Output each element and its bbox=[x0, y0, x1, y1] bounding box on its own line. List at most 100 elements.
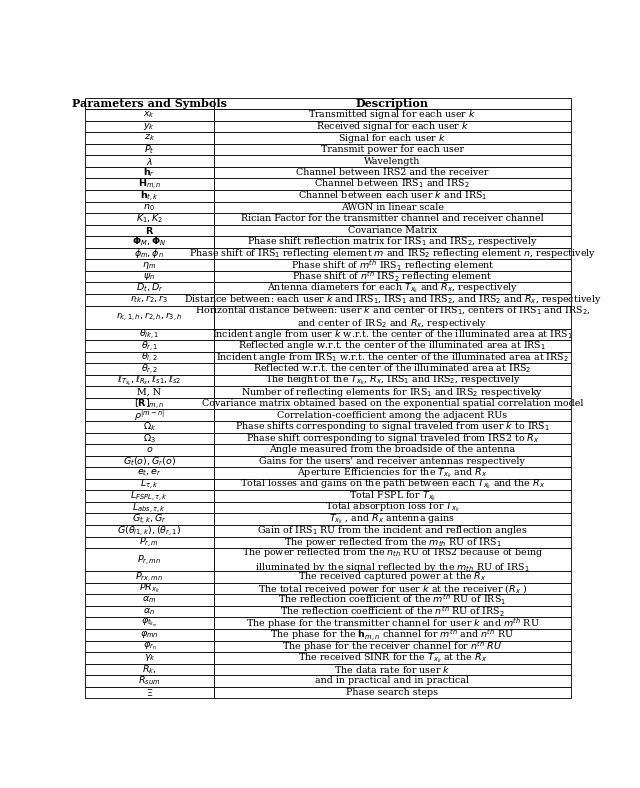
Bar bbox=[214, 340, 571, 351]
Bar bbox=[85, 479, 214, 490]
Bar bbox=[85, 386, 214, 398]
Bar bbox=[85, 306, 214, 329]
Bar bbox=[85, 178, 214, 190]
Text: $\varphi_{t_{k_m}}$: $\varphi_{t_{k_m}}$ bbox=[141, 617, 157, 630]
Text: Channel between IRS2 and the receiver: Channel between IRS2 and the receiver bbox=[296, 168, 488, 177]
Bar bbox=[214, 190, 571, 202]
Bar bbox=[214, 202, 571, 213]
Bar bbox=[85, 467, 214, 479]
Bar bbox=[214, 618, 571, 629]
Bar bbox=[214, 178, 571, 190]
Text: $\varphi_{r_n}$: $\varphi_{r_n}$ bbox=[143, 641, 156, 652]
Text: $\gamma_k$: $\gamma_k$ bbox=[143, 652, 156, 663]
Text: $n_0$: $n_0$ bbox=[143, 202, 156, 213]
Bar bbox=[214, 490, 571, 502]
Bar bbox=[214, 132, 571, 143]
Text: Phase shift reflection matrix for IRS$_1$ and IRS$_2$, respectively: Phase shift reflection matrix for IRS$_1… bbox=[247, 236, 538, 248]
Text: Number of reflecting elements for IRS$_1$ and IRS$_2$ respectiveky: Number of reflecting elements for IRS$_1… bbox=[241, 385, 543, 399]
Text: The data rate for user $k$: The data rate for user $k$ bbox=[334, 664, 451, 675]
Bar bbox=[214, 502, 571, 514]
Bar bbox=[214, 455, 571, 467]
Bar bbox=[214, 386, 571, 398]
Bar bbox=[85, 167, 214, 178]
Bar bbox=[85, 641, 214, 652]
Text: Description: Description bbox=[356, 98, 429, 109]
Text: $P_{r,mn}$: $P_{r,mn}$ bbox=[138, 552, 161, 567]
Text: The received captured power at the $R_x$: The received captured power at the $R_x$ bbox=[298, 571, 486, 583]
Text: $\ell_{T_{x_k}}, \ell_{R_x}, \ell_{s1}, \ell_{s2}$: $\ell_{T_{x_k}}, \ell_{R_x}, \ell_{s1}, … bbox=[117, 374, 182, 388]
Text: Parameters and Symbols: Parameters and Symbols bbox=[72, 98, 227, 109]
Text: $PR_{x_k}$: $PR_{x_k}$ bbox=[139, 582, 160, 595]
Bar bbox=[214, 479, 571, 490]
Bar bbox=[214, 675, 571, 686]
Bar bbox=[85, 455, 214, 467]
Bar bbox=[85, 271, 214, 282]
Text: $K_1, K_2$: $K_1, K_2$ bbox=[136, 213, 163, 225]
Text: Antenna diameters for each $T_{x_k}$ and $R_x$, respectively: Antenna diameters for each $T_{x_k}$ and… bbox=[267, 281, 518, 295]
Text: The reflection coefficient of the $n^{th}$ RU of IRS$_2$: The reflection coefficient of the $n^{th… bbox=[280, 604, 505, 619]
Text: $P_{rx,mn}$: $P_{rx,mn}$ bbox=[135, 570, 163, 584]
Bar bbox=[85, 132, 214, 143]
Bar bbox=[85, 686, 214, 698]
Text: Angle measured from the broadside of the antenna: Angle measured from the broadside of the… bbox=[269, 445, 515, 455]
Text: Horizontal distance between: user $k$ and center of IRS$_1$, centers of IRS$_1$ : Horizontal distance between: user $k$ an… bbox=[195, 303, 590, 330]
Text: Reflected angle w.r.t. the center of the illuminated area at IRS$_1$: Reflected angle w.r.t. the center of the… bbox=[238, 340, 547, 352]
Text: Phase shift corresponding to signal traveled from IRS2 to $R_x$: Phase shift corresponding to signal trav… bbox=[246, 432, 539, 445]
Text: $\mathbf{H}_{m,n}$: $\mathbf{H}_{m,n}$ bbox=[138, 177, 161, 191]
Text: $r_{k,1,h}, r_{2,h}, r_{3,h}$: $r_{k,1,h}, r_{2,h}, r_{3,h}$ bbox=[116, 310, 182, 324]
Bar bbox=[85, 351, 214, 363]
Bar bbox=[214, 375, 571, 386]
Text: $z_k$: $z_k$ bbox=[144, 132, 155, 143]
Bar bbox=[85, 340, 214, 351]
Text: $G_{t,k}, G_r$: $G_{t,k}, G_r$ bbox=[132, 512, 167, 526]
Bar bbox=[85, 675, 214, 686]
Bar bbox=[214, 282, 571, 294]
Text: $\psi_n$: $\psi_n$ bbox=[143, 271, 156, 282]
Bar bbox=[85, 618, 214, 629]
Text: $\theta_{r,1}$: $\theta_{r,1}$ bbox=[141, 339, 158, 353]
Text: $\varphi_{mn}$: $\varphi_{mn}$ bbox=[140, 630, 159, 641]
Bar bbox=[85, 213, 214, 225]
Bar bbox=[214, 271, 571, 282]
Text: $G(\theta_{i1,k}), (\theta_{r,1})$: $G(\theta_{i1,k}), (\theta_{r,1})$ bbox=[117, 524, 181, 537]
Text: $y_k$: $y_k$ bbox=[143, 121, 156, 132]
Bar bbox=[214, 363, 571, 375]
Bar bbox=[85, 236, 214, 247]
Text: Rician Factor for the transmitter channel and receiver channel: Rician Factor for the transmitter channe… bbox=[241, 214, 544, 223]
Text: Phase shift of $m^{th}$ IRS$_1$ reflecting element: Phase shift of $m^{th}$ IRS$_1$ reflecti… bbox=[291, 258, 494, 273]
Text: $o$: $o$ bbox=[146, 445, 153, 455]
Text: Received signal for each user $k$: Received signal for each user $k$ bbox=[316, 120, 469, 133]
Bar bbox=[214, 259, 571, 271]
Bar bbox=[214, 98, 571, 110]
Bar bbox=[214, 467, 571, 479]
Bar bbox=[214, 583, 571, 594]
Bar bbox=[214, 351, 571, 363]
Bar bbox=[214, 155, 571, 167]
Bar bbox=[214, 433, 571, 444]
Text: Total losses and gains on the path between each $T_{x_k}$ and the $R_x$: Total losses and gains on the path betwe… bbox=[240, 478, 545, 492]
Bar bbox=[214, 641, 571, 652]
Text: $\theta_{i,2}$: $\theta_{i,2}$ bbox=[141, 351, 157, 364]
Text: The phase for the receiver channel for $n^{th}$ $RU$: The phase for the receiver channel for $… bbox=[282, 639, 502, 654]
Text: $\alpha_n$: $\alpha_n$ bbox=[143, 607, 156, 617]
Text: Gains for the users' and receiver antennas respectively: Gains for the users' and receiver antenn… bbox=[259, 457, 525, 466]
Text: $\lambda$: $\lambda$ bbox=[146, 155, 153, 166]
Text: $P_t$: $P_t$ bbox=[144, 143, 155, 156]
Text: The power reflected from the $n_{th}$ RU of IRS2 because of being
illuminated by: The power reflected from the $n_{th}$ RU… bbox=[242, 546, 543, 574]
Bar bbox=[85, 663, 214, 675]
Bar bbox=[85, 98, 214, 110]
Bar bbox=[85, 398, 214, 410]
Bar bbox=[85, 629, 214, 641]
Bar bbox=[85, 143, 214, 155]
Text: The power reflected from the $m_{th}$ RU of IRS$_1$: The power reflected from the $m_{th}$ RU… bbox=[284, 536, 501, 548]
Bar bbox=[85, 121, 214, 132]
Bar bbox=[85, 329, 214, 340]
Bar bbox=[85, 421, 214, 433]
Text: $e_t, e_r$: $e_t, e_r$ bbox=[137, 468, 162, 478]
Text: The phase for the $\mathbf{h}_{m,n}$ channel for $m^{th}$ and $n^{th}$ RU: The phase for the $\mathbf{h}_{m,n}$ cha… bbox=[271, 627, 515, 642]
Bar bbox=[85, 525, 214, 537]
Text: Incident angle from user $k$ w.r.t. the center of the illuminated area at IRS$_1: Incident angle from user $k$ w.r.t. the … bbox=[212, 328, 573, 341]
Bar bbox=[214, 514, 571, 525]
Text: $\mathbf{h}_{t,k}$: $\mathbf{h}_{t,k}$ bbox=[140, 189, 159, 203]
Text: $\mathbf{R}$: $\mathbf{R}$ bbox=[145, 225, 154, 236]
